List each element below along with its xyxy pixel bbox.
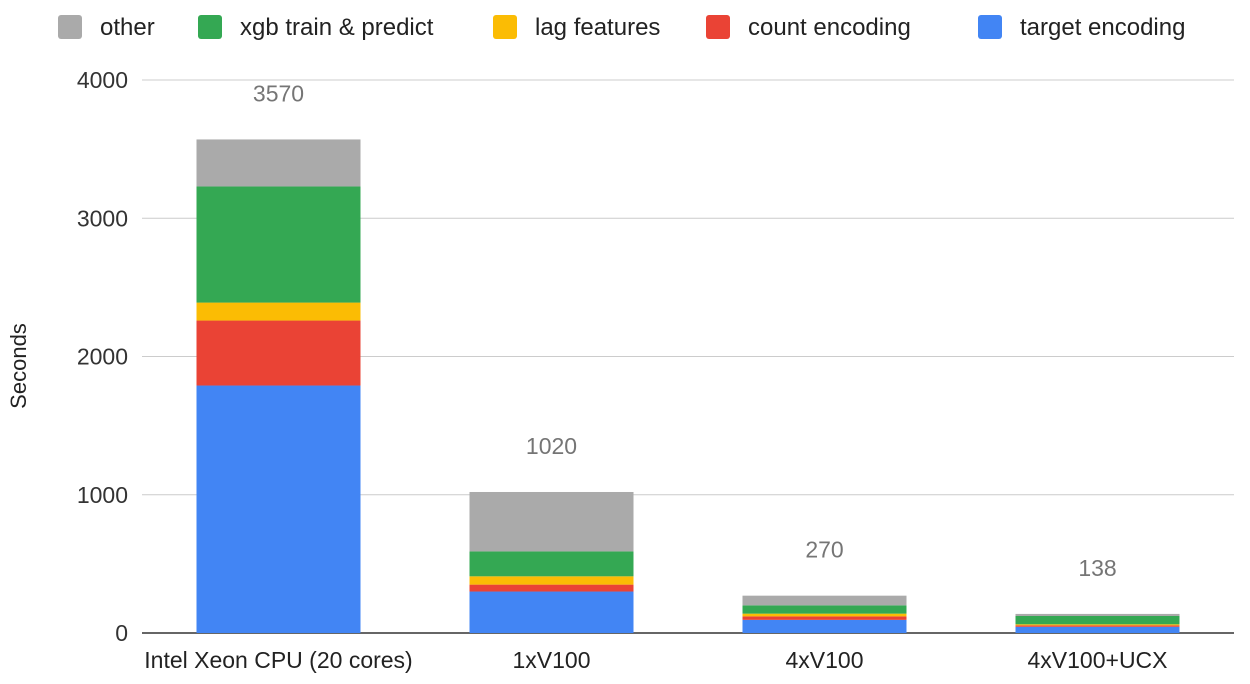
bar-segment-count-encoding-1xv100 <box>469 584 634 592</box>
legend-item-xgb-train-predict: xgb train & predict <box>198 14 434 41</box>
legend-label-target-encoding: target encoding <box>1020 14 1185 41</box>
total-label-4xv100-ucx: 138 <box>1078 555 1116 581</box>
total-label-intel-xeon-cpu-20-cores: 3570 <box>253 80 304 106</box>
legend-label-lag-features: lag features <box>535 14 660 41</box>
bar-segment-other-4xv100 <box>742 595 907 606</box>
bar-segment-xgb-train-predict-4xv100 <box>742 605 907 614</box>
total-label-4xv100: 270 <box>805 537 843 563</box>
x-category-label-4xv100: 4xV100 <box>785 647 863 673</box>
bar-segment-count-encoding-4xv100 <box>742 616 907 620</box>
bars <box>196 139 1180 633</box>
bar-segment-target-encoding-intel-xeon-cpu-20-cores <box>196 385 361 633</box>
legend-swatch-target-encoding <box>978 15 1002 39</box>
bar-segment-xgb-train-predict-4xv100-ucx <box>1015 615 1180 625</box>
y-tick-label-2000: 2000 <box>77 344 128 370</box>
bar-segment-lag-features-1xv100 <box>469 576 634 585</box>
x-category-label-intel-xeon-cpu-20-cores: Intel Xeon CPU (20 cores) <box>144 647 412 673</box>
x-axis-categories: Intel Xeon CPU (20 cores) 1xV100 4xV100 4xV… <box>144 647 1167 673</box>
legend-label-other: other <box>100 14 155 41</box>
bar-segment-other-intel-xeon-cpu-20-cores <box>196 139 361 187</box>
bar-segment-count-encoding-4xv100-ucx <box>1015 625 1180 627</box>
x-category-label-1xv100: 1xV100 <box>512 647 590 673</box>
y-tick-label-0: 0 <box>115 620 128 646</box>
legend-item-other: other <box>58 14 155 41</box>
bar-segment-other-4xv100-ucx <box>1015 613 1180 616</box>
y-tick-label-4000: 4000 <box>77 67 128 93</box>
legend-swatch-lag-features <box>493 15 517 39</box>
bar-segment-count-encoding-intel-xeon-cpu-20-cores <box>196 320 361 386</box>
legend-swatch-other <box>58 15 82 39</box>
bar-segment-target-encoding-4xv100-ucx <box>1015 626 1180 633</box>
bar-segment-target-encoding-4xv100 <box>742 619 907 633</box>
legend-item-lag-features: lag features <box>493 14 660 41</box>
y-tick-label-1000: 1000 <box>77 482 128 508</box>
x-category-label-4xv100-ucx: 4xV100+UCX <box>1028 647 1168 673</box>
total-labels: 3570 1020 270 138 <box>253 80 1117 580</box>
legend: other xgb train & predict lag features coun… <box>58 14 1185 41</box>
bar-segment-lag-features-intel-xeon-cpu-20-cores <box>196 302 361 321</box>
bar-stack-4xv100-ucx <box>1015 613 1180 633</box>
bar-stack-intel-xeon-cpu-20-cores <box>196 139 361 633</box>
bar-segment-xgb-train-predict-intel-xeon-cpu-20-cores <box>196 186 361 303</box>
bar-stack-1xv100 <box>469 491 634 633</box>
y-axis-ticks: 0 1000 2000 3000 4000 <box>77 67 128 646</box>
y-axis-title: Seconds <box>6 323 31 409</box>
bar-segment-xgb-train-predict-1xv100 <box>469 551 634 577</box>
bar-segment-lag-features-4xv100 <box>742 613 907 617</box>
legend-item-count-encoding: count encoding <box>706 14 911 41</box>
bar-stack-4xv100 <box>742 595 907 633</box>
legend-label-count-encoding: count encoding <box>748 14 911 41</box>
bar-segment-target-encoding-1xv100 <box>469 591 634 633</box>
legend-swatch-count-encoding <box>706 15 730 39</box>
total-label-1xv100: 1020 <box>526 433 577 459</box>
legend-swatch-xgb-train-predict <box>198 15 222 39</box>
legend-label-xgb-train-predict: xgb train & predict <box>240 14 434 41</box>
legend-item-target-encoding: target encoding <box>978 14 1185 41</box>
bar-segment-other-1xv100 <box>469 491 634 552</box>
y-tick-label-3000: 3000 <box>77 205 128 231</box>
bar-segment-lag-features-4xv100-ucx <box>1015 624 1180 626</box>
